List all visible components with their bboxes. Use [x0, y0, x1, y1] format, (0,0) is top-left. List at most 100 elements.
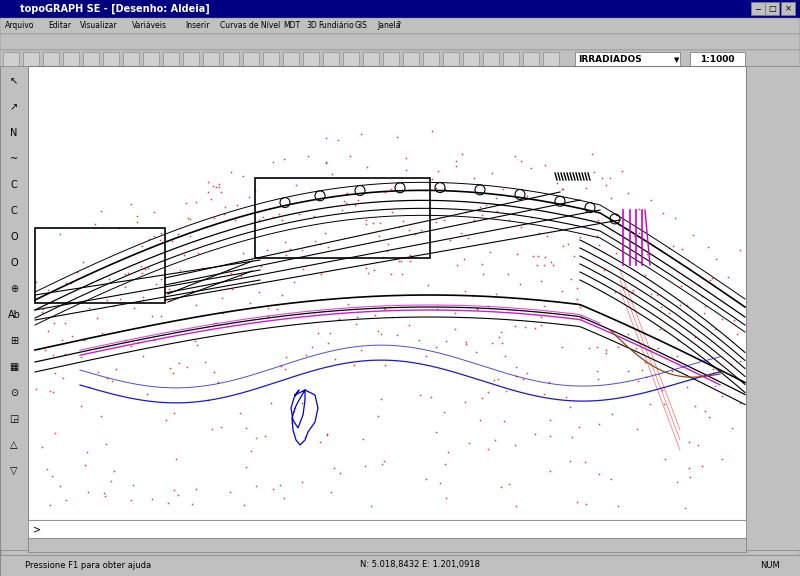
Point: [146, 312, 158, 321]
Point: [298, 432, 311, 441]
Point: [538, 160, 551, 169]
Point: [439, 184, 452, 194]
Point: [698, 301, 711, 310]
Point: [493, 332, 506, 341]
Point: [495, 338, 508, 347]
Point: [438, 215, 450, 224]
Bar: [23, 52, 39, 68]
Point: [482, 444, 494, 453]
Point: [651, 262, 664, 271]
Text: C: C: [10, 180, 18, 190]
Point: [355, 130, 368, 139]
Point: [414, 225, 427, 234]
Point: [49, 369, 62, 378]
Point: [208, 319, 221, 328]
Point: [202, 188, 214, 197]
Point: [44, 501, 57, 510]
Point: [110, 364, 122, 373]
Point: [590, 366, 603, 375]
Point: [396, 270, 409, 279]
Bar: [223, 52, 239, 68]
Text: N: 5.018,8432 E: 1.201,0918: N: 5.018,8432 E: 1.201,0918: [360, 560, 480, 570]
Point: [404, 250, 417, 259]
Point: [183, 231, 196, 240]
Point: [83, 383, 96, 392]
Point: [707, 368, 720, 377]
Point: [500, 387, 513, 396]
Point: [125, 342, 138, 351]
Point: [429, 427, 442, 437]
Point: [210, 319, 222, 328]
Point: [56, 374, 69, 383]
Point: [341, 188, 354, 197]
Text: ×: ×: [785, 5, 791, 13]
Point: [321, 338, 334, 347]
Text: ⊞: ⊞: [10, 336, 18, 346]
Point: [47, 319, 60, 328]
Point: [491, 207, 504, 216]
Point: [471, 304, 484, 313]
Point: [66, 332, 78, 341]
Point: [171, 229, 184, 238]
Bar: [123, 52, 139, 68]
Point: [514, 157, 527, 166]
Point: [295, 399, 308, 408]
Bar: [746, 66, 800, 550]
Point: [190, 197, 202, 206]
Point: [278, 238, 291, 247]
Point: [182, 214, 194, 223]
Text: IRRADIADOS: IRRADIADOS: [578, 55, 642, 65]
Point: [393, 256, 406, 266]
Point: [126, 480, 139, 490]
Point: [132, 339, 145, 348]
Point: [533, 228, 546, 237]
Point: [450, 156, 462, 165]
Point: [479, 200, 492, 210]
Point: [146, 494, 158, 503]
Point: [163, 284, 176, 293]
Point: [279, 250, 292, 259]
Point: [122, 268, 134, 277]
Bar: [143, 52, 159, 68]
Text: MDT: MDT: [283, 21, 300, 31]
Point: [324, 328, 337, 337]
Point: [37, 304, 50, 313]
Point: [378, 361, 391, 370]
Point: [467, 174, 480, 183]
Point: [298, 262, 311, 271]
Point: [49, 429, 62, 438]
Point: [667, 241, 680, 251]
Point: [205, 195, 218, 204]
Point: [675, 244, 688, 253]
Bar: [781, 2, 795, 15]
Point: [142, 264, 155, 273]
Point: [207, 367, 220, 376]
Point: [442, 448, 454, 457]
Point: [54, 482, 66, 491]
Point: [413, 336, 426, 345]
Bar: [243, 52, 259, 68]
Point: [658, 399, 670, 408]
Point: [662, 308, 675, 317]
Point: [42, 286, 54, 295]
Point: [488, 376, 501, 385]
Point: [75, 401, 88, 410]
Point: [266, 485, 279, 494]
Point: [710, 254, 722, 263]
Point: [518, 322, 531, 331]
Point: [582, 344, 595, 353]
Point: [35, 442, 48, 452]
Point: [550, 178, 563, 187]
Point: [207, 214, 220, 223]
Point: [275, 215, 288, 224]
Text: ↖: ↖: [10, 76, 18, 86]
Point: [384, 269, 397, 278]
Point: [630, 424, 643, 433]
Bar: [35, 228, 165, 303]
Point: [125, 495, 138, 505]
Point: [605, 475, 618, 484]
Point: [564, 275, 577, 284]
Point: [657, 209, 670, 218]
Point: [240, 462, 253, 471]
Point: [128, 304, 141, 313]
